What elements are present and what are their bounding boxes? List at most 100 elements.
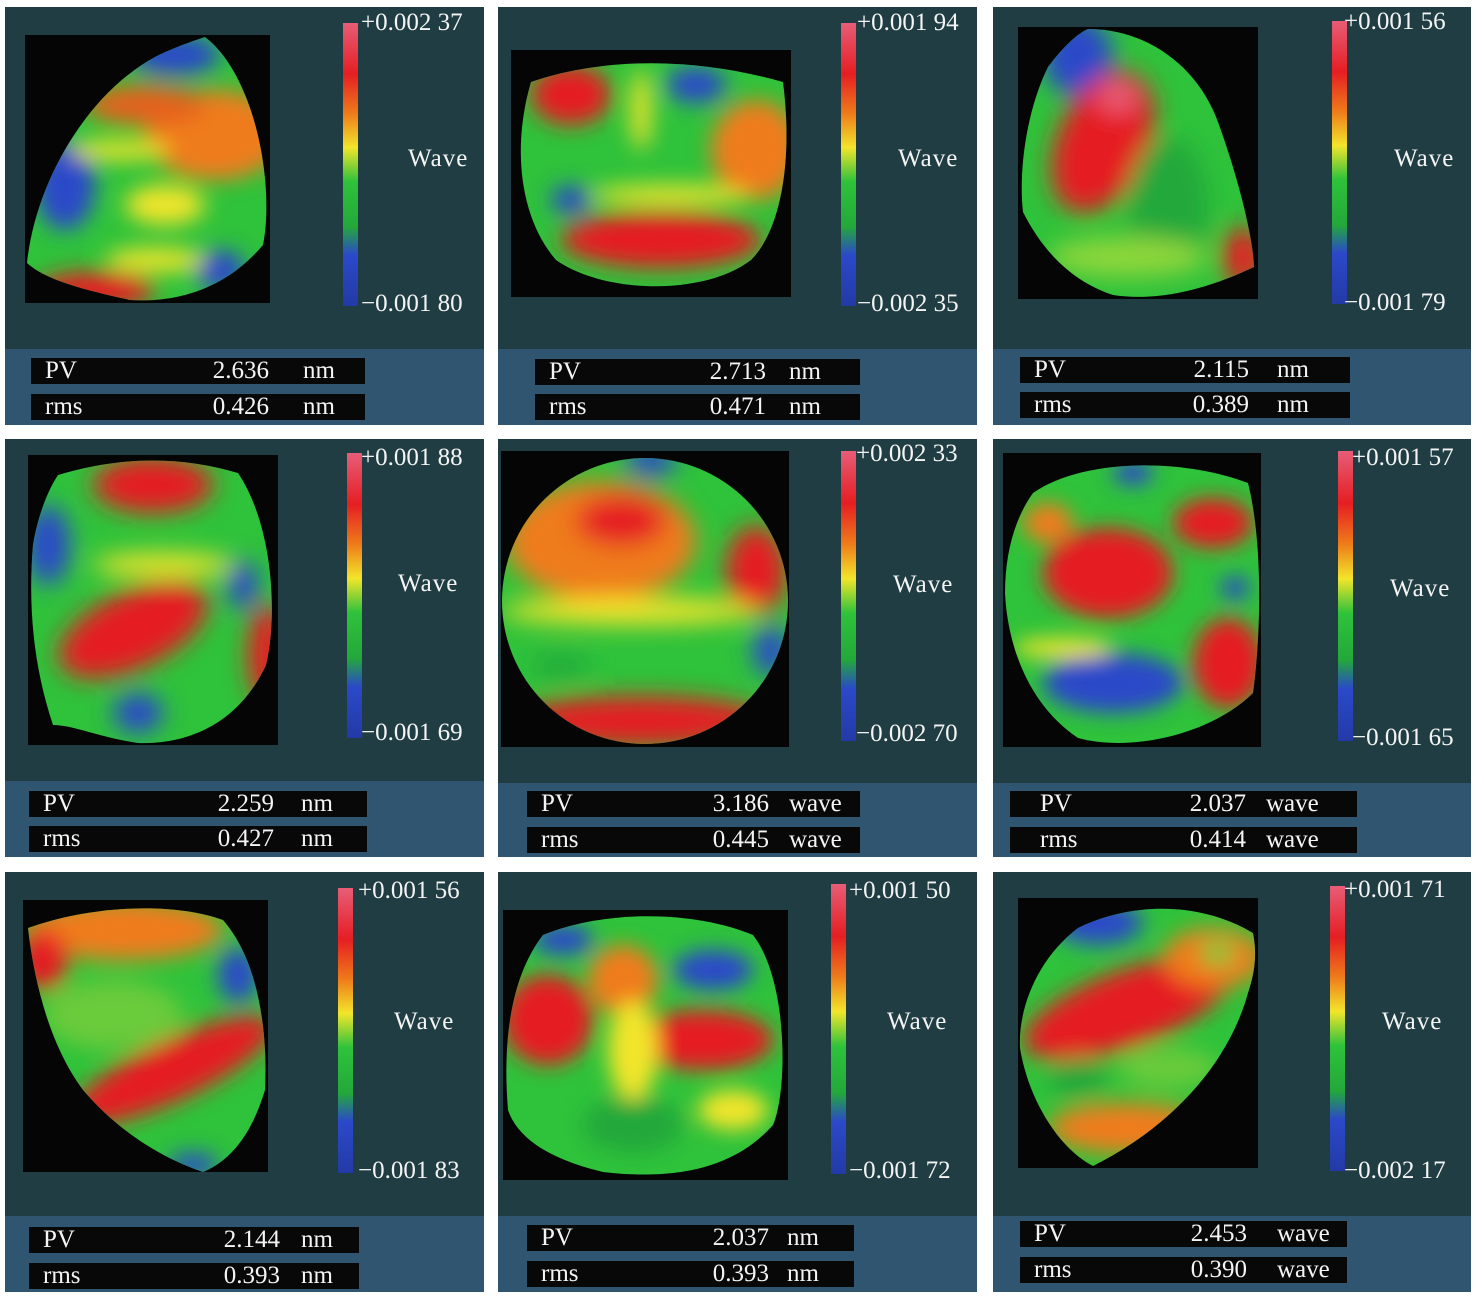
colorbar-unit-label: Wave: [1390, 575, 1451, 602]
rms-unit: wave: [789, 826, 842, 853]
wavefront-panel-6: +0.001 57 Wave −0.001 65 PV 2.037 wave r…: [993, 439, 1471, 857]
wavefront-panel-9: +0.001 71 Wave −0.002 17 PV 2.453 wave r…: [993, 872, 1471, 1292]
wavefront-map: [511, 50, 791, 297]
pv-row: PV 2.144 nm: [29, 1227, 359, 1253]
colorbar-min-label: −0.001 69: [361, 719, 463, 746]
pv-unit: wave: [1266, 790, 1319, 817]
colorbar-min-label: −0.002 17: [1344, 1157, 1446, 1184]
rms-unit: nm: [1277, 391, 1309, 418]
pv-unit: nm: [301, 1226, 333, 1253]
statistics-bar: PV 2.713 nm rms 0.471 nm: [498, 349, 977, 425]
rms-value: 0.390: [1190, 1256, 1247, 1283]
wavefront-map-image: [1005, 465, 1260, 743]
wavefront-map: [28, 455, 278, 745]
rms-label: rms: [1034, 1256, 1072, 1283]
wavefront-panel-7: +0.001 56 Wave −0.001 83 PV 2.144 nm rms…: [5, 872, 484, 1292]
colorbar-max-label: +0.001 57: [1352, 444, 1454, 471]
colorbar-max-label: +0.001 56: [1344, 8, 1446, 35]
rms-label: rms: [43, 1262, 81, 1289]
rms-value: 0.471: [709, 393, 766, 420]
colorbar-unit-label: Wave: [1382, 1008, 1443, 1035]
colorbar-max-label: +0.001 50: [849, 877, 951, 904]
wavefront-panel-5: +0.002 33 Wave −0.002 70 PV 3.186 wave r…: [498, 439, 977, 857]
colorbar: [841, 23, 856, 306]
rms-row: rms 0.393 nm: [527, 1261, 854, 1287]
pv-row: PV 2.453 wave: [1020, 1221, 1347, 1247]
colorbar: [1338, 451, 1353, 741]
pv-label: PV: [1034, 1220, 1066, 1247]
rms-row: rms 0.427 nm: [29, 826, 367, 852]
rms-label: rms: [1034, 391, 1072, 418]
wavefront-map-image: [27, 37, 267, 301]
pv-label: PV: [541, 1224, 573, 1251]
wavefront-map: [1003, 453, 1261, 747]
pv-row: PV 2.636 nm: [31, 358, 365, 384]
colorbar-min-label: −0.001 65: [1352, 724, 1454, 751]
rms-value: 0.445: [712, 826, 769, 853]
wavefront-map-image: [28, 908, 266, 1172]
wavefront-map: [1018, 27, 1258, 299]
pv-value: 2.713: [709, 358, 766, 385]
pv-unit: nm: [303, 357, 335, 384]
colorbar-min-label: −0.002 70: [856, 720, 958, 747]
pv-label: PV: [1034, 356, 1066, 383]
colorbar-min-label: −0.001 79: [1344, 289, 1446, 316]
colorbar-max-label: +0.002 37: [361, 9, 463, 36]
colorbar-max-label: +0.002 33: [856, 440, 958, 467]
colorbar-min-label: −0.001 80: [361, 290, 463, 317]
rms-label: rms: [549, 393, 587, 420]
rms-label: rms: [45, 393, 83, 420]
pv-value: 2.144: [223, 1226, 280, 1253]
colorbar-max-label: +0.001 71: [1344, 876, 1446, 903]
wavefront-map: [503, 910, 788, 1180]
pv-unit: wave: [789, 790, 842, 817]
rms-label: rms: [541, 1260, 579, 1287]
rms-unit: wave: [1266, 826, 1319, 853]
pv-value: 2.037: [1189, 790, 1246, 817]
colorbar-unit-label: Wave: [887, 1008, 948, 1035]
rms-unit: nm: [301, 1262, 333, 1289]
rms-value: 0.426: [212, 393, 269, 420]
rms-value: 0.389: [1192, 391, 1249, 418]
wavefront-map: [501, 451, 789, 747]
pv-label: PV: [541, 790, 573, 817]
colorbar: [1332, 21, 1347, 304]
rms-unit: wave: [1277, 1256, 1330, 1283]
colorbar: [841, 451, 856, 741]
pv-value: 2.115: [1193, 356, 1249, 383]
wavefront-map: [23, 900, 268, 1172]
colorbar-unit-label: Wave: [408, 145, 469, 172]
rms-row: rms 0.414 wave: [1010, 827, 1357, 853]
wavefront-panel-2: +0.001 94 Wave −0.002 35 PV 2.713 nm rms…: [498, 7, 977, 425]
wavefront-panel-1: +0.002 37 Wave −0.001 80 PV 2.636 nm rms…: [5, 7, 484, 425]
colorbar: [831, 884, 846, 1174]
pv-row: PV 2.259 nm: [29, 791, 367, 817]
colorbar-unit-label: Wave: [898, 145, 959, 172]
pv-unit: nm: [789, 358, 821, 385]
wavefront-map-image: [31, 460, 272, 744]
pv-row: PV 2.037 wave: [1010, 791, 1357, 817]
wavefront-map-image: [1019, 908, 1256, 1166]
rms-row: rms 0.471 nm: [535, 394, 860, 420]
statistics-bar: PV 2.037 nm rms 0.393 nm: [498, 1216, 977, 1292]
wavefront-map: [1018, 898, 1258, 1168]
pv-unit: nm: [301, 790, 333, 817]
rms-value: 0.427: [217, 825, 274, 852]
statistics-bar: PV 2.115 nm rms 0.389 nm: [993, 349, 1471, 425]
statistics-bar: PV 2.453 wave rms 0.390 wave: [993, 1216, 1471, 1292]
rms-row: rms 0.390 wave: [1020, 1257, 1347, 1283]
rms-unit: nm: [787, 1260, 819, 1287]
pv-value: 2.453: [1190, 1220, 1247, 1247]
statistics-bar: PV 2.636 nm rms 0.426 nm: [5, 349, 484, 425]
pv-label: PV: [43, 1226, 75, 1253]
rms-value: 0.414: [1189, 826, 1246, 853]
rms-value: 0.393: [712, 1260, 769, 1287]
wavefront-panel-4: +0.001 88 Wave −0.001 69 PV 2.259 nm rms…: [5, 439, 484, 857]
rms-row: rms 0.393 nm: [29, 1263, 359, 1289]
statistics-bar: PV 2.037 wave rms 0.414 wave: [993, 783, 1471, 857]
colorbar-min-label: −0.001 83: [358, 1157, 460, 1184]
colorbar-unit-label: Wave: [394, 1008, 455, 1035]
colorbar: [338, 888, 353, 1173]
pv-unit: nm: [787, 1224, 819, 1251]
pv-value: 2.636: [212, 357, 269, 384]
